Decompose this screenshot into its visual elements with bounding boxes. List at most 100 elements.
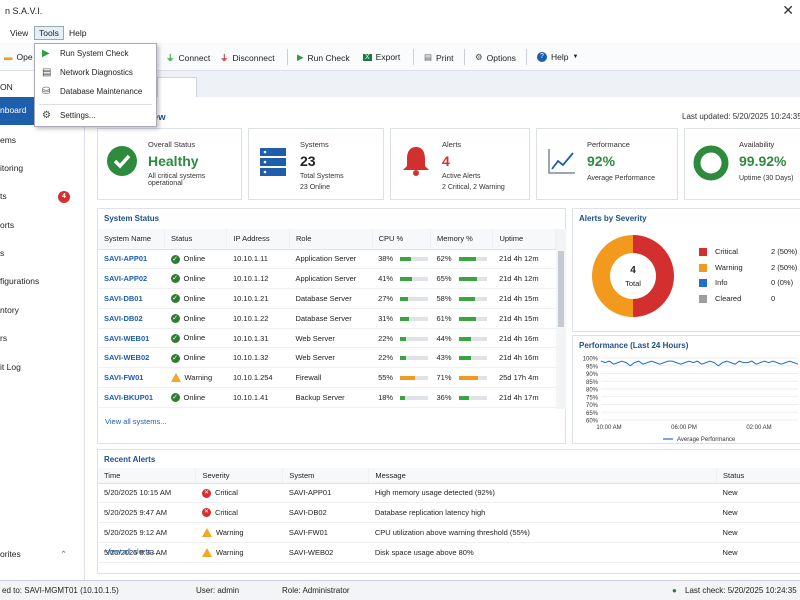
print-button[interactable]: ▤ Print [424,52,454,63]
donut-center-value: 4 [630,265,636,276]
cpu-bar [400,316,429,321]
system-name[interactable]: SAVI-DB02 [98,308,165,329]
legend-item-warning: Warning 2 (50%) [699,263,797,272]
server-icon [260,148,286,176]
system-name[interactable]: SAVI-BKUP01 [98,387,165,408]
uptime: 21d 4h 15m [492,288,556,309]
alert-system: SAVI-DB02 [282,502,369,524]
system-name[interactable]: SAVI-APP02 [98,268,165,290]
menu-item-network-diagnostics[interactable]: ▤ Network Diagnostics [42,67,133,78]
scrollbar[interactable] [556,229,566,409]
options-button[interactable]: ⚙ Options [475,52,516,63]
ip-address: 10.10.1.11 [226,249,290,270]
system-name[interactable]: SAVI-WEB01 [98,328,165,349]
y-tick-label: 75% [586,395,599,401]
column-header[interactable]: Uptime [492,229,556,250]
status-cell: Warning [164,367,227,389]
sidebar-item-alerts[interactable]: ts 4 [0,183,85,211]
export-button[interactable]: X Export [363,52,401,62]
view-all-systems-link[interactable]: View all systems... [105,417,167,426]
menu-view[interactable]: View [10,28,29,38]
line-chart-icon [548,149,575,174]
table-row[interactable]: SAVI-BKUP01 ✓ Online 10.10.1.41 Backup Serve… [98,387,556,408]
column-header[interactable]: Severity [195,468,284,484]
printer-icon: ▤ [42,67,52,78]
menu-item-database-maintenance[interactable]: ⛁ Database Maintenance [42,86,143,97]
memory-bar-fill [458,257,476,262]
status-cell: ✓ Online [164,288,227,309]
unplug-icon: ⏚ [220,53,229,63]
uptime: 25d 17h 4m [492,367,556,389]
sidebar-item-tools[interactable]: s [0,248,5,258]
system-name[interactable]: SAVI-APP01 [98,249,165,270]
system-name[interactable]: SAVI-WEB02 [98,347,165,369]
system-name[interactable]: SAVI-DB01 [98,288,165,309]
column-header[interactable]: Message [368,468,718,484]
cpu-cell: 22% [372,328,431,349]
column-header[interactable]: Status [164,229,228,250]
memory-cell: 62% [430,249,493,270]
sidebar-favorites[interactable]: orites ⌃ [0,549,68,559]
sidebar-item-inventory[interactable]: ntory [0,305,19,315]
cpu-cell: 38% [372,249,431,270]
table-row[interactable]: 5/20/2025 10:15 AM ✕ Critical SAVI-APP01 Hig… [98,483,800,504]
column-header[interactable]: System [282,468,370,484]
memory-cell: 65% [430,268,493,290]
help-button[interactable]: ? Help ▼ [537,52,578,62]
alert-message: Database replication latency high [368,502,717,524]
sidebar-item-systems[interactable]: ems [0,135,17,145]
last-updated: Last updated: 5/20/2025 10:24:35 A [682,112,800,121]
table-row[interactable]: SAVI-WEB02 ✓ Online 10.10.1.32 Web Server 22%… [98,347,556,369]
table-row[interactable]: SAVI-WEB01 ✓ Online 10.10.1.31 Web Server 22%… [98,328,556,349]
open-button[interactable]: ▬ Ope [4,52,33,62]
sidebar-item-monitoring[interactable]: itoring [0,163,24,173]
sidebar-item-audit-log[interactable]: it Log [0,362,21,372]
menu-item-run-system-check[interactable]: ▶ Run System Check [42,48,129,59]
menu-help[interactable]: Help [69,28,87,38]
sidebar-item-reports[interactable]: orts [0,220,15,230]
table-row[interactable]: SAVI-DB01 ✓ Online 10.10.1.21 Database Serve… [98,288,556,309]
table-row[interactable]: 5/20/2025 8:33 AM Warning SAVI-WEB02 Disk s… [98,542,800,563]
memory-bar [458,316,487,321]
x-tick-label: 06:00 PM [671,425,697,431]
table-row[interactable]: 5/20/2025 9:12 AM Warning SAVI-FW01 CPU uti… [98,522,800,543]
column-header[interactable]: System Name [98,229,165,250]
alert-system: SAVI-WEB02 [282,542,369,563]
column-header[interactable]: Status [716,468,800,484]
column-header[interactable]: CPU % [372,229,432,250]
view-all-alerts-link[interactable]: View all alerts... [105,547,158,556]
table-row[interactable]: 5/20/2025 9:47 AM ✕ Critical SAVI-DB02 Datab… [98,502,800,524]
card-availability: Availability 99.92% Uptime (30 Days) [684,128,800,200]
column-header[interactable]: Role [289,229,373,250]
cpu-bar [400,257,429,262]
run-check-button[interactable]: ▶ Run Check [297,52,350,63]
last-check-status: Last check: 5/20/2025 10:24:35 [685,586,797,595]
check-icon: ✓ [170,353,180,363]
connect-button[interactable]: ⏚ Connect [166,53,211,63]
sidebar-item-configurations[interactable]: figurations [0,276,40,286]
system-name[interactable]: SAVI-FW01 [98,367,165,389]
menu-tools[interactable]: Tools [34,26,64,40]
table-row[interactable]: SAVI-FW01 Warning 10.10.1.254 Firewall 55% 71… [98,367,556,389]
disconnect-button[interactable]: ⏚ Disconnect [220,53,275,63]
warning-icon [201,528,212,538]
table-row[interactable]: SAVI-DB02 ✓ Online 10.10.1.22 Database Serve… [98,308,556,329]
cpu-cell: 31% [372,308,431,329]
role: Firewall [289,367,373,389]
table-row[interactable]: SAVI-APP02 ✓ Online 10.10.1.12 Application S… [98,268,556,290]
memory-bar [458,395,487,400]
sidebar-item-users[interactable]: rs [0,333,8,343]
ip-address: 10.10.1.41 [226,387,290,408]
check-icon: ✓ [170,393,180,403]
column-header[interactable]: IP Address [226,229,290,250]
close-icon[interactable]: ✕ [782,2,794,18]
column-header[interactable]: Memory % [430,229,494,250]
menu-item-settings[interactable]: ⚙ Settings... [42,110,96,121]
play-icon: ▶ [42,48,50,59]
memory-bar [458,297,487,301]
tab-dashboard[interactable] [157,77,197,97]
table-row[interactable]: SAVI-APP01 ✓ Online 10.10.1.11 Application S… [98,249,556,270]
column-header[interactable]: Time [98,468,197,484]
performance-title: Performance (Last 24 Hours) [579,341,689,350]
legend-item-critical: Critical 2 (50%) [699,247,797,257]
